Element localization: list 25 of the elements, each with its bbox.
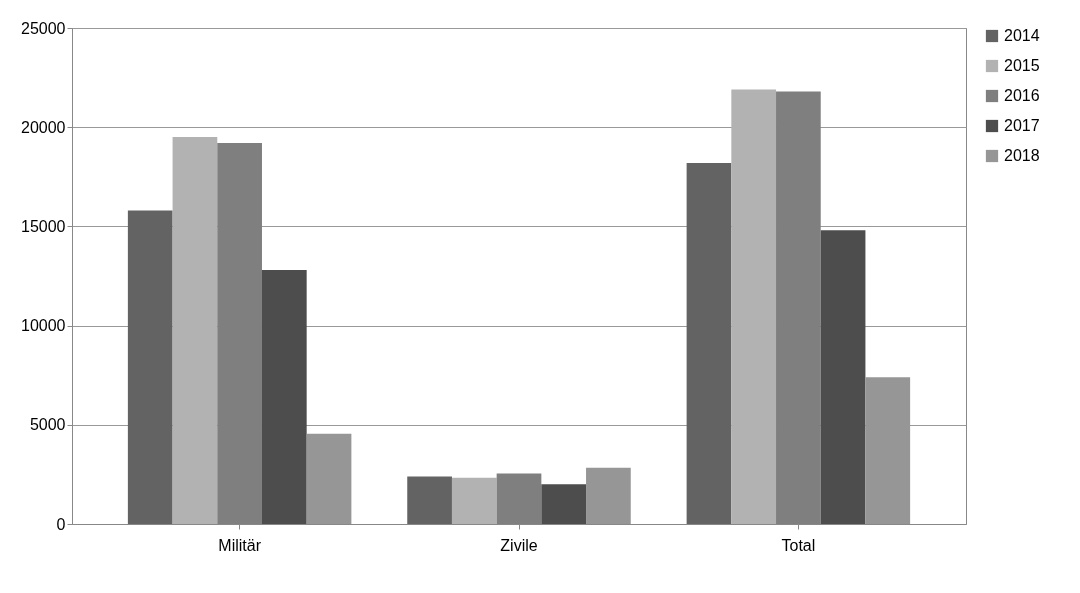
x-tick-label: Zivile [500,536,538,554]
legend-label: 2015 [1004,57,1040,74]
x-tick-label: Total [781,536,816,554]
y-tick-label: 25000 [21,19,66,37]
bar [541,484,587,524]
x-tick-label: Militär [218,536,262,554]
bar [731,89,777,524]
bar [451,477,497,524]
legend-label: 2016 [1004,87,1040,104]
y-tick-label: 10000 [21,317,66,335]
bar [407,476,452,524]
y-tick-label: 0 [56,515,66,533]
y-tick-label: 5000 [29,416,66,434]
legend-label: 2014 [1004,27,1040,44]
legend-label: 2018 [1004,147,1040,164]
bar [306,433,352,524]
bar [261,270,307,524]
bar [172,137,218,524]
bar [586,467,631,524]
legend-label: 2017 [1004,117,1040,134]
bar [127,210,173,524]
y-tick-label: 20000 [21,118,66,136]
bar [820,230,866,524]
bar [686,162,732,524]
y-tick-label: 15000 [21,217,66,235]
